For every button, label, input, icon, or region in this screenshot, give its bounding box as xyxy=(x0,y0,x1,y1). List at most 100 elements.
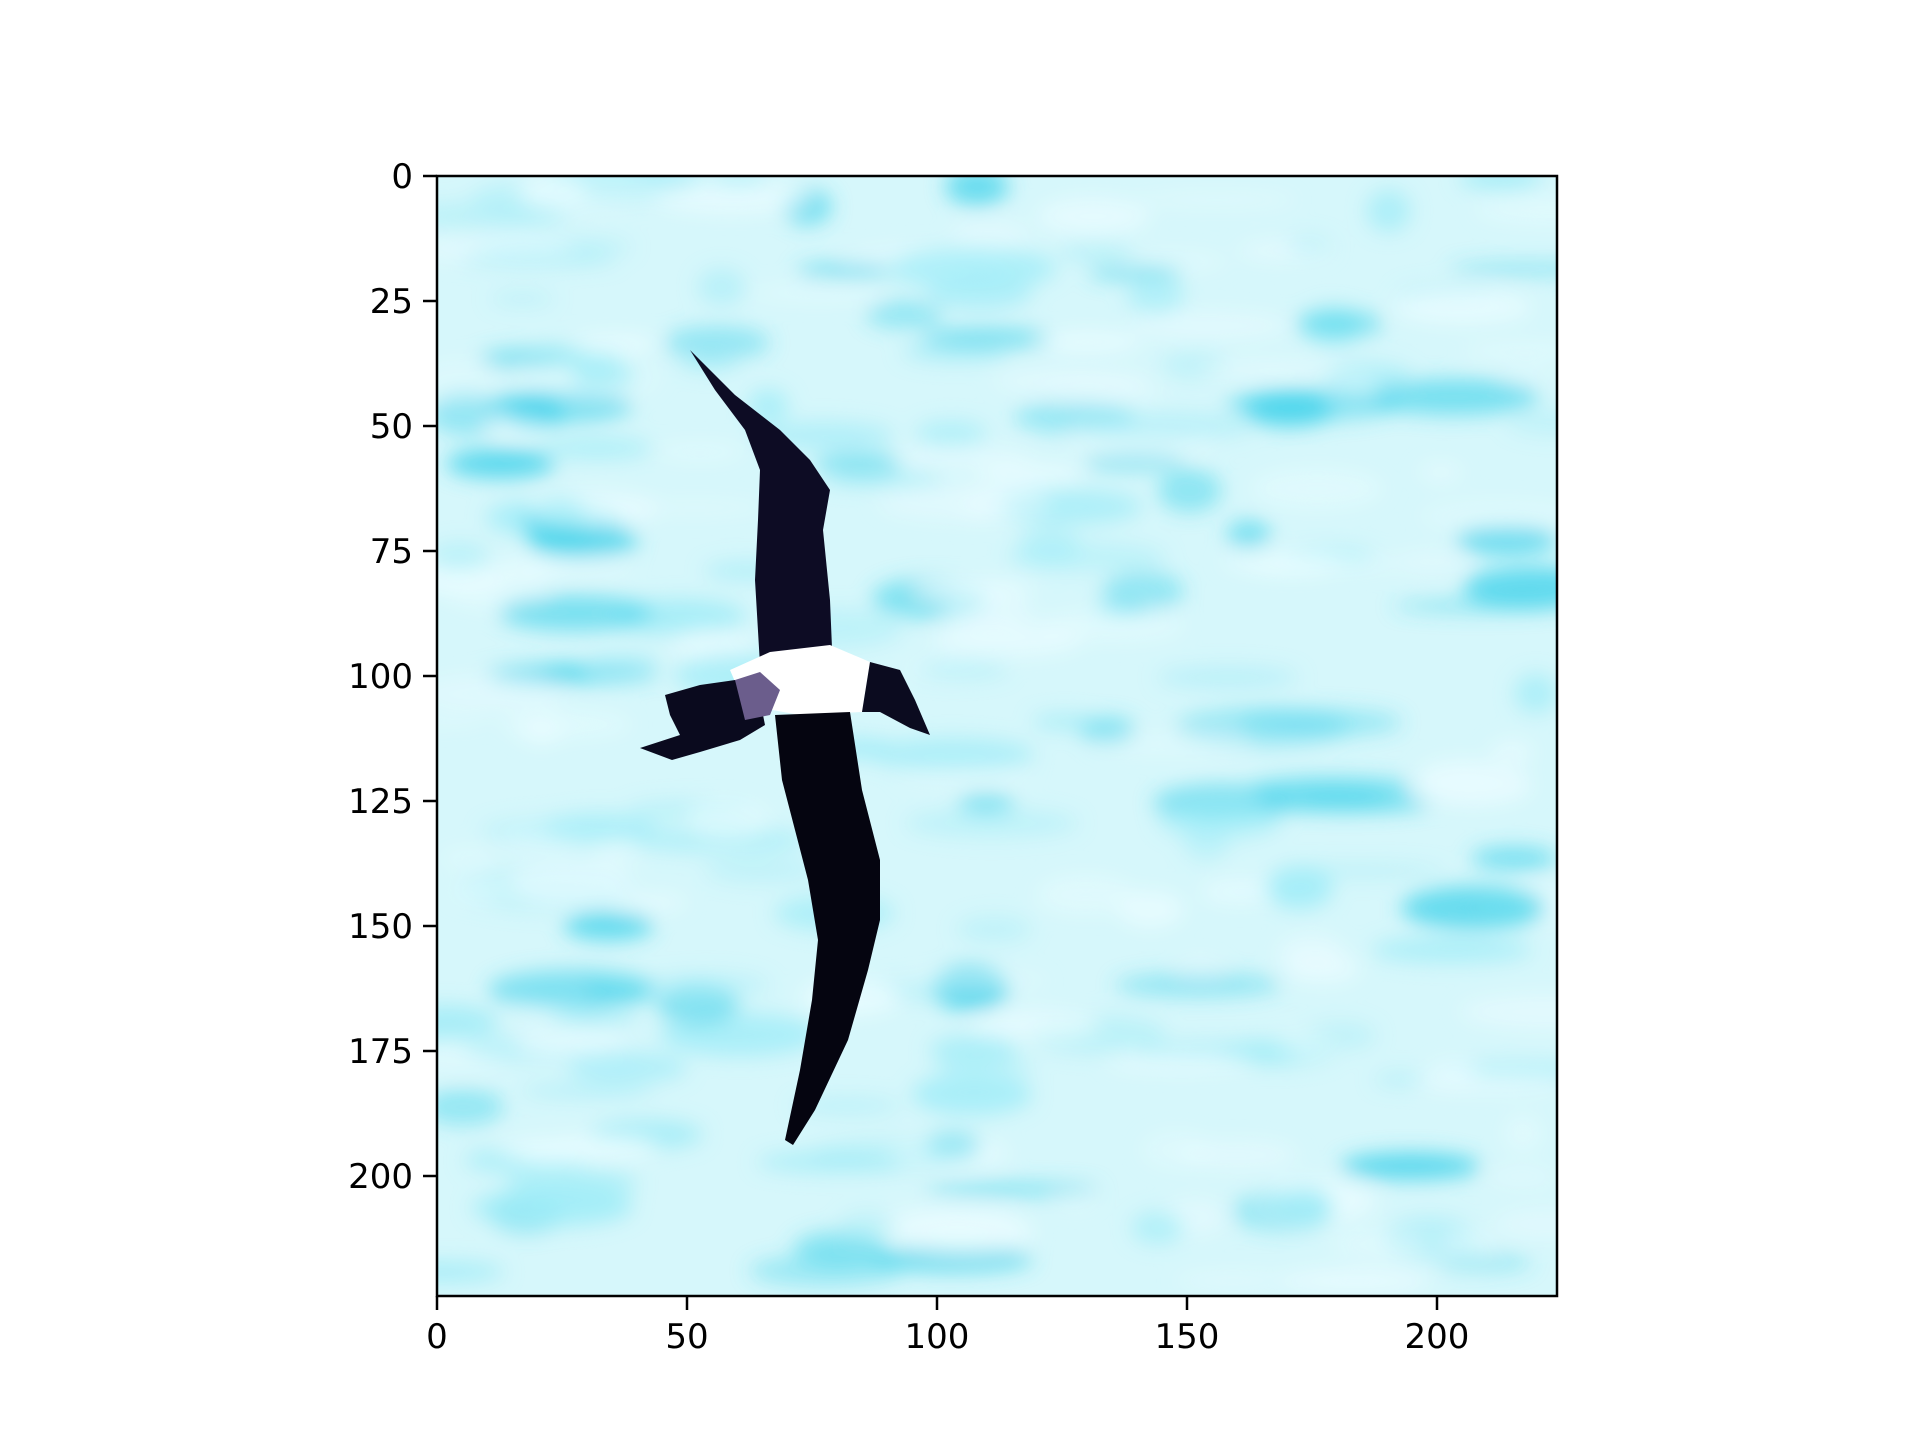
water-ripple xyxy=(1499,368,1557,382)
water-ripple xyxy=(1473,195,1557,225)
water-ripple xyxy=(1090,733,1254,756)
water-ripple xyxy=(587,655,659,670)
water-ripple xyxy=(707,176,770,187)
water-ripple xyxy=(1278,1269,1432,1294)
water-ripple xyxy=(541,437,654,459)
water-ripple xyxy=(536,496,586,528)
water-ripple xyxy=(1278,864,1447,878)
water-ripple xyxy=(1470,846,1557,870)
water-ripple xyxy=(1366,189,1411,232)
water-ripple xyxy=(641,972,771,998)
water-ripple xyxy=(950,220,1030,249)
water-ripple xyxy=(929,1035,1018,1067)
water-ripple xyxy=(1288,235,1333,255)
water-ripple xyxy=(437,358,498,403)
water-ripple xyxy=(563,911,654,941)
water-ripple xyxy=(795,264,895,277)
water-ripple xyxy=(913,580,1035,599)
water-ripple xyxy=(839,1211,895,1241)
water-texture xyxy=(437,176,1557,1294)
water-ripple xyxy=(1200,363,1341,376)
water-ripple xyxy=(543,664,586,678)
water-ripple xyxy=(1105,1054,1254,1072)
water-ripple xyxy=(1294,310,1384,337)
water-ripple xyxy=(1032,714,1097,729)
water-ripple xyxy=(955,916,1033,943)
water-ripple xyxy=(897,768,1033,784)
water-ripple xyxy=(1489,739,1535,765)
water-ripple xyxy=(1157,800,1283,841)
water-ripple xyxy=(916,661,1010,679)
water-ripple xyxy=(1057,243,1136,262)
water-ripple xyxy=(1114,973,1283,997)
water-ripple xyxy=(514,1031,633,1055)
water-ripple xyxy=(1225,387,1403,421)
water-ripple xyxy=(437,1088,505,1126)
x-tick-label: 150 xyxy=(1155,1317,1220,1357)
y-tick-label: 75 xyxy=(370,532,413,572)
water-ripple xyxy=(506,862,633,905)
x-tick-label: 0 xyxy=(426,1317,448,1357)
water-ripple xyxy=(1456,525,1557,554)
water-ripple xyxy=(1131,1211,1184,1244)
x-tick-label: 100 xyxy=(905,1317,970,1357)
y-tick-label: 150 xyxy=(348,907,413,947)
y-tick-label: 25 xyxy=(370,282,413,322)
water-ripple xyxy=(489,291,556,306)
y-axis: 0 25 50 75 100 125 150 175 200 xyxy=(348,157,437,1197)
water-ripple xyxy=(975,463,1084,485)
water-ripple xyxy=(869,737,1035,772)
water-ripple xyxy=(1036,197,1151,236)
image-area xyxy=(437,176,1557,1296)
water-ripple xyxy=(437,1005,499,1041)
water-ripple xyxy=(868,1246,1033,1272)
water-ripple xyxy=(1175,1274,1292,1288)
water-ripple xyxy=(1201,880,1279,904)
water-ripple xyxy=(1179,958,1222,979)
water-ripple xyxy=(1401,886,1547,930)
x-tick-label: 50 xyxy=(665,1317,708,1357)
water-ripple xyxy=(488,969,656,1010)
water-ripple xyxy=(663,326,771,360)
water-ripple xyxy=(1459,994,1557,1029)
water-ripple xyxy=(442,567,548,612)
water-ripple xyxy=(1392,600,1557,613)
water-ripple xyxy=(756,1151,902,1173)
water-ripple xyxy=(1226,520,1271,549)
water-ripple xyxy=(495,1138,656,1160)
water-ripple xyxy=(945,176,1009,206)
water-ripple xyxy=(437,201,568,230)
water-ripple xyxy=(888,247,1057,290)
water-ripple xyxy=(653,441,746,463)
water-ripple xyxy=(1373,1073,1427,1086)
water-ripple xyxy=(1266,866,1333,909)
water-ripple xyxy=(968,1010,1100,1039)
water-ripple xyxy=(592,838,638,868)
water-ripple xyxy=(959,488,1009,522)
water-ripple xyxy=(1006,541,1167,572)
water-ripple xyxy=(1126,279,1186,314)
water-ripple xyxy=(438,848,498,869)
water-ripple xyxy=(1436,1253,1533,1272)
water-ripple xyxy=(499,710,633,739)
water-ripple xyxy=(1250,777,1415,798)
bird-tail xyxy=(862,662,930,735)
x-tick-label: 200 xyxy=(1405,1317,1470,1357)
water-ripple xyxy=(1178,1139,1299,1171)
water-ripple xyxy=(1256,796,1432,812)
water-ripple xyxy=(437,715,490,728)
water-ripple xyxy=(1340,1152,1481,1180)
water-ripple xyxy=(549,1011,638,1025)
water-ripple xyxy=(1240,708,1403,737)
y-tick-label: 0 xyxy=(391,157,413,197)
water-ripple xyxy=(1414,763,1533,806)
water-ripple xyxy=(865,300,944,329)
bird-upper-wing xyxy=(690,350,832,665)
plot-frame xyxy=(435,174,1559,1298)
water-ripple xyxy=(481,817,656,844)
water-ripple xyxy=(904,809,1079,838)
water-ripple xyxy=(1280,1186,1333,1225)
y-tick-label: 50 xyxy=(370,407,413,447)
water-ripple xyxy=(912,1073,1033,1116)
water-ripple xyxy=(652,180,809,215)
